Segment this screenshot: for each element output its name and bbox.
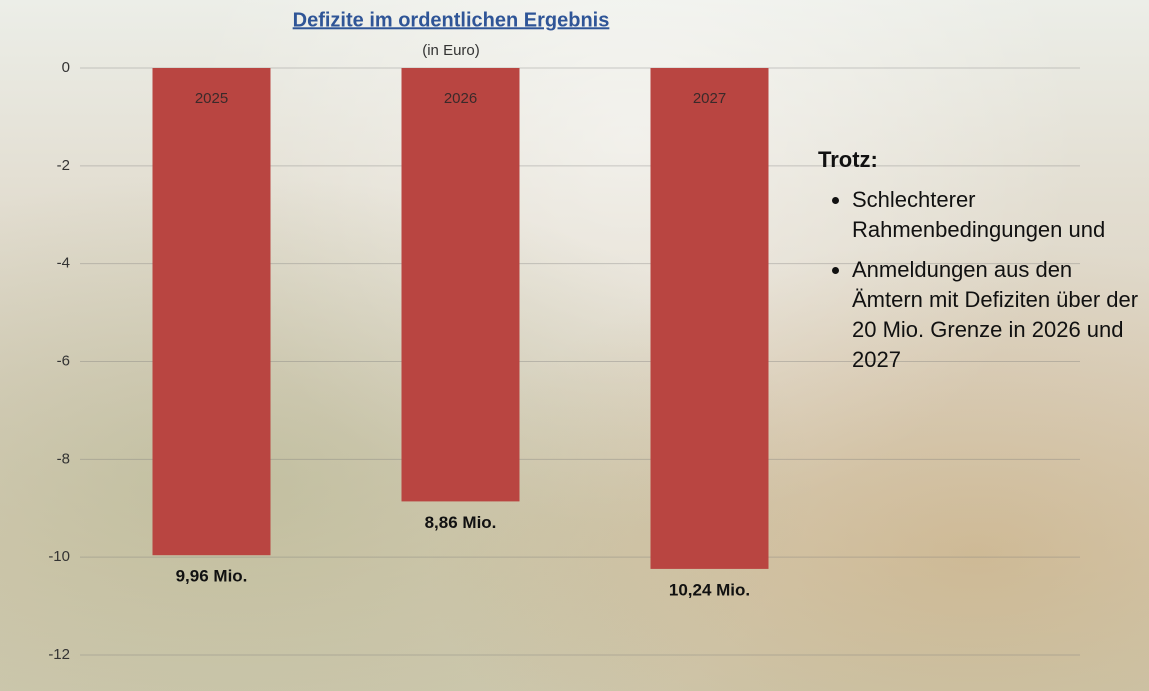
annotation-heading: Trotz: [818,145,1148,175]
data-label: 10,24 Mio. [669,580,750,599]
category-label: 2026 [444,90,477,107]
category-label: 2025 [195,90,228,107]
slide: {"chart_data": {"type": "bar", "title": … [0,0,1149,691]
y-tick-label: 0 [62,59,70,76]
y-tick-label: -2 [57,157,70,174]
data-label: 9,96 Mio. [176,567,248,586]
chart-subtitle: (in Euro) [422,42,480,59]
annotation-list: Schlechterer Rahmenbedingungen und Anmel… [818,185,1148,375]
bar [153,68,271,555]
y-tick-label: -8 [57,450,70,467]
y-tick-label: -4 [57,255,70,272]
annotation-bullet: Anmeldungen aus den Ämtern mit Defiziten… [852,255,1148,375]
category-label: 2027 [693,90,726,107]
bar [402,68,520,501]
chart-title: Defizite im ordentlichen Ergebnis [293,9,610,31]
annotation-bullet: Schlechterer Rahmenbedingungen und [852,185,1148,245]
bar [651,68,769,569]
y-tick-label: -10 [48,548,70,565]
data-label: 8,86 Mio. [425,513,497,532]
y-tick-label: -6 [57,352,70,369]
annotation-box: Trotz: Schlechterer Rahmenbedingungen un… [818,145,1148,385]
y-tick-label: -12 [48,646,70,663]
